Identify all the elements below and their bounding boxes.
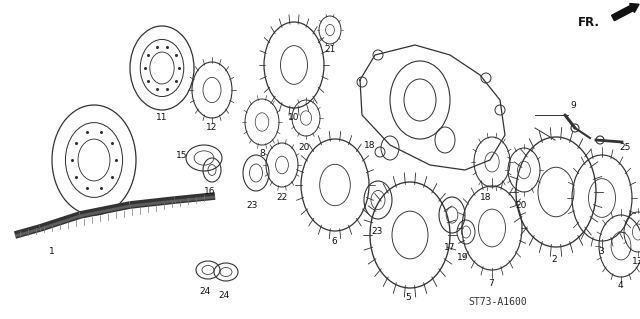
- Text: 1: 1: [49, 248, 55, 256]
- Text: 8: 8: [259, 150, 265, 159]
- Text: 25: 25: [620, 144, 630, 152]
- Text: FR.: FR.: [578, 16, 600, 28]
- Text: 16: 16: [204, 188, 216, 197]
- Text: 23: 23: [371, 227, 383, 236]
- Text: 19: 19: [457, 254, 468, 263]
- Text: 24: 24: [218, 291, 230, 300]
- Text: 17: 17: [444, 243, 456, 253]
- Text: 20: 20: [515, 201, 527, 210]
- FancyArrow shape: [612, 4, 639, 21]
- Text: 21: 21: [324, 46, 336, 55]
- Text: 23: 23: [246, 201, 258, 210]
- Text: 7: 7: [488, 278, 494, 287]
- Text: 22: 22: [276, 194, 287, 203]
- Text: 11: 11: [156, 114, 168, 122]
- Text: ST73-A1600: ST73-A1600: [468, 297, 527, 307]
- Text: 10: 10: [288, 114, 300, 122]
- Text: 20: 20: [298, 144, 310, 152]
- Text: 15: 15: [176, 151, 188, 160]
- Text: 3: 3: [598, 248, 604, 256]
- Text: 18: 18: [480, 194, 492, 203]
- Text: 6: 6: [331, 238, 337, 247]
- Text: 9: 9: [570, 100, 576, 109]
- Text: 4: 4: [617, 281, 623, 291]
- Text: 5: 5: [405, 293, 411, 302]
- Text: 13: 13: [632, 257, 640, 266]
- Text: 2: 2: [551, 256, 557, 264]
- Text: 12: 12: [206, 122, 218, 131]
- Text: 18: 18: [364, 140, 376, 150]
- Text: 24: 24: [200, 287, 211, 296]
